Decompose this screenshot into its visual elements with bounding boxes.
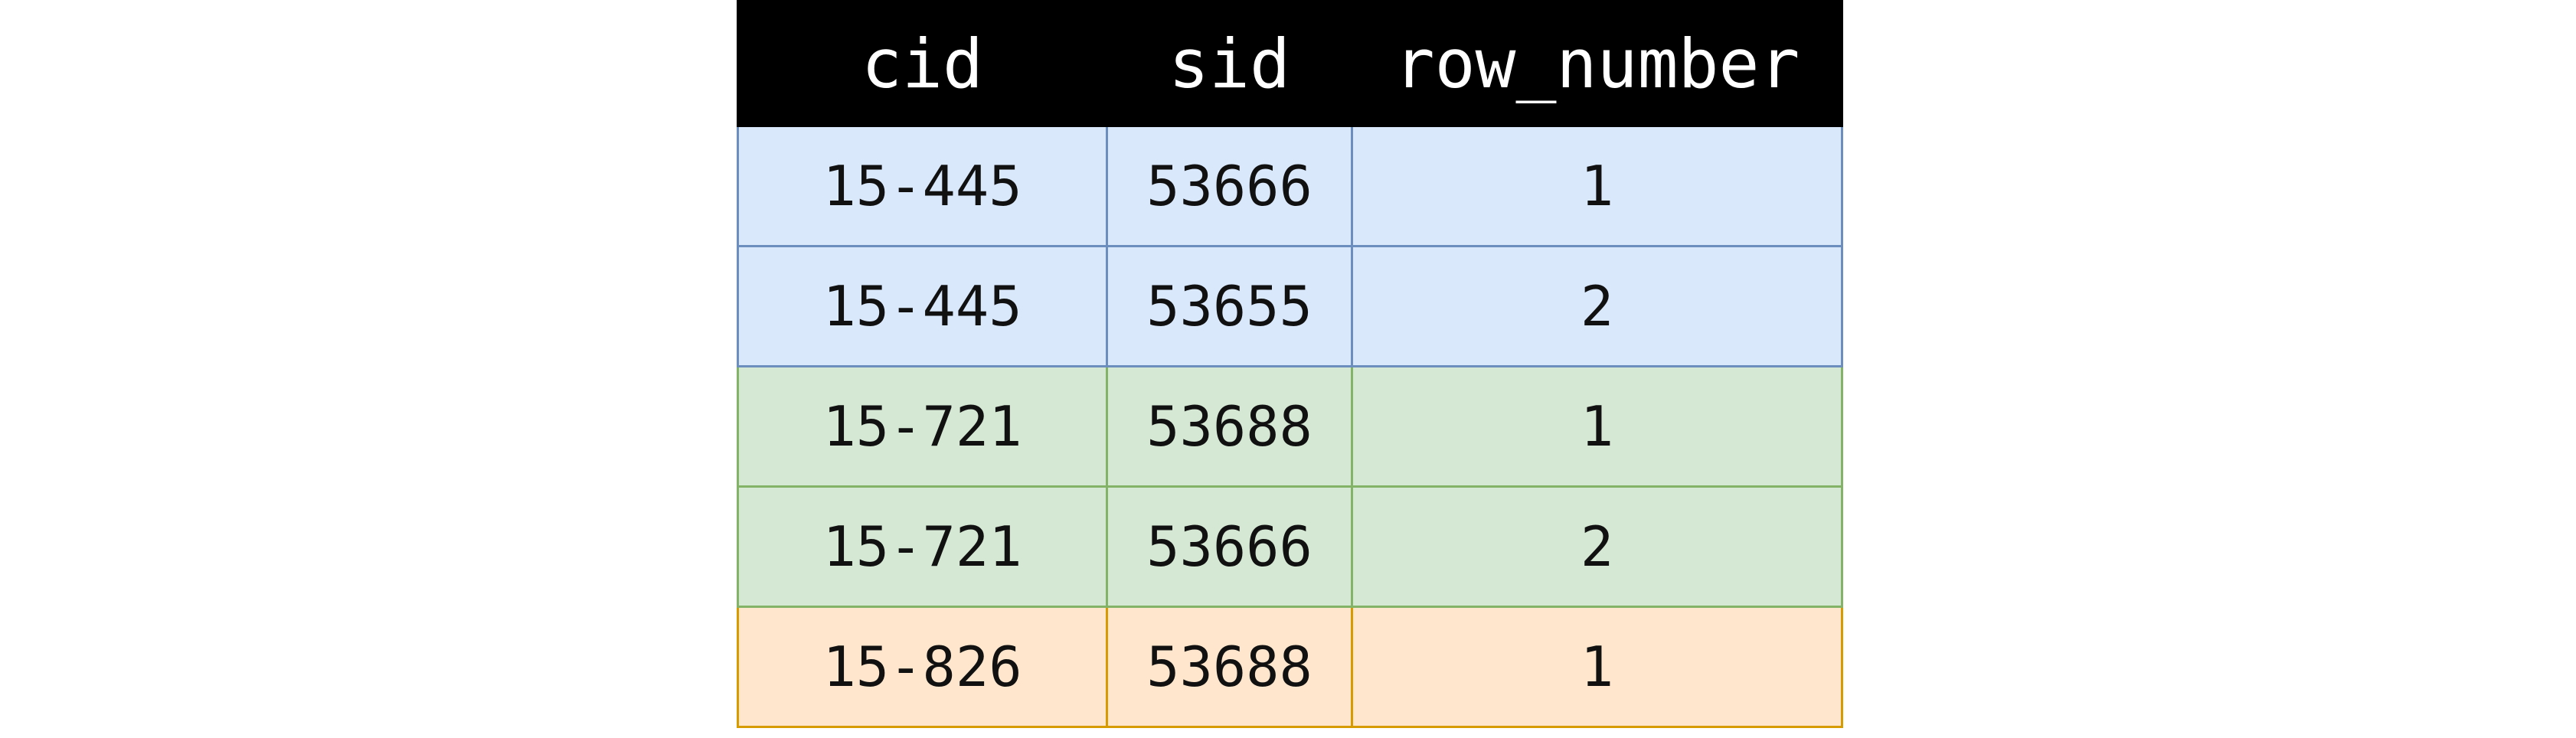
table-row: 15-826 53688 1 — [737, 606, 1843, 728]
cell-sid: 53655 — [1106, 245, 1353, 367]
cell-row-number: 1 — [1351, 606, 1843, 728]
cell-sid: 53666 — [1106, 125, 1353, 247]
table-row: 15-445 53666 1 — [737, 125, 1843, 247]
cell-cid: 15-445 — [737, 245, 1108, 367]
header-cid: cid — [737, 0, 1108, 127]
cell-row-number: 1 — [1351, 125, 1843, 247]
header-row-number: row_number — [1351, 0, 1843, 127]
cell-sid: 53688 — [1106, 606, 1353, 728]
cell-cid: 15-826 — [737, 606, 1108, 728]
cell-row-number: 1 — [1351, 365, 1843, 488]
result-table: cid sid row_number 15-445 53666 1 15-445… — [737, 0, 1843, 728]
cell-cid: 15-721 — [737, 485, 1108, 608]
table-row: 15-721 53688 1 — [737, 365, 1843, 488]
cell-sid: 53688 — [1106, 365, 1353, 488]
table-row: 15-445 53655 2 — [737, 245, 1843, 367]
cell-sid: 53666 — [1106, 485, 1353, 608]
header-row: cid sid row_number — [737, 0, 1843, 127]
cell-cid: 15-721 — [737, 365, 1108, 488]
cell-row-number: 2 — [1351, 245, 1843, 367]
cell-row-number: 2 — [1351, 485, 1843, 608]
table-row: 15-721 53666 2 — [737, 485, 1843, 608]
header-sid: sid — [1106, 0, 1353, 127]
cell-cid: 15-445 — [737, 125, 1108, 247]
